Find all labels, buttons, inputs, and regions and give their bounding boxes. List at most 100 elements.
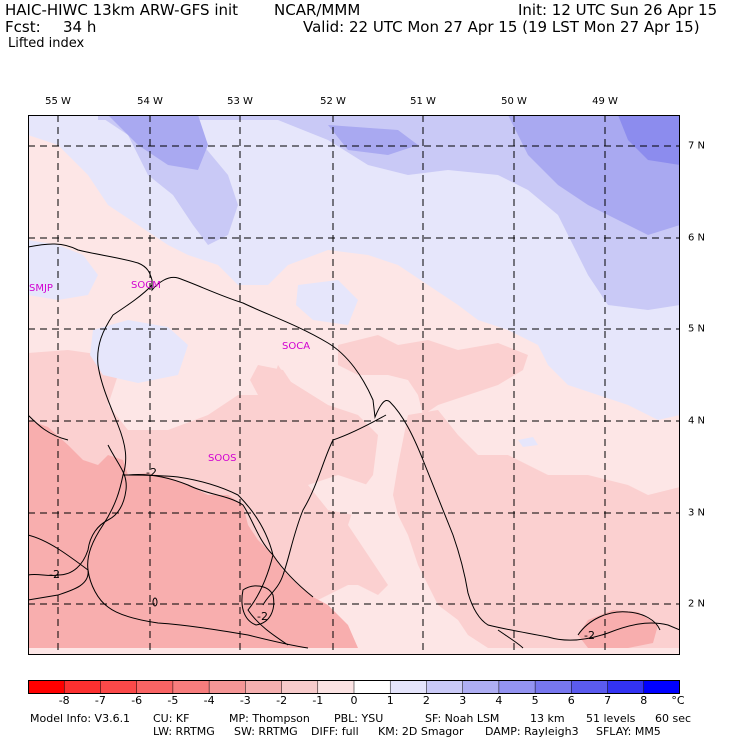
lat-label: 2 N bbox=[688, 598, 706, 610]
lon-label: 50 W bbox=[501, 96, 527, 107]
shade-neg1-pocket bbox=[308, 475, 373, 515]
station-label: SOOS bbox=[208, 453, 237, 464]
footer-item: SW: RRTMG bbox=[234, 725, 298, 738]
contour-label: -2 bbox=[257, 610, 268, 623]
colorbar-tick-label: 2 bbox=[422, 694, 430, 707]
lat-label: 3 N bbox=[688, 507, 706, 519]
shade-neg2 bbox=[393, 410, 680, 648]
colorbar-cell bbox=[100, 680, 138, 694]
map-frame bbox=[28, 115, 680, 655]
colorbar-cell bbox=[607, 680, 645, 694]
contour-label: -2 bbox=[146, 466, 157, 479]
footer-item: MP: Thompson bbox=[229, 712, 310, 725]
colorbar-tick-label: 7 bbox=[604, 694, 612, 707]
border bbox=[28, 444, 127, 577]
footer-item: Model Info: V3.6.1 bbox=[30, 712, 131, 725]
colorbar-cell bbox=[317, 680, 355, 694]
footer-item: 13 km bbox=[530, 712, 565, 725]
contour-neg2 bbox=[577, 611, 661, 636]
lifted-index-map bbox=[28, 115, 680, 655]
footer-item: SFLAY: MM5 bbox=[596, 725, 661, 738]
colorbar bbox=[28, 680, 680, 694]
valid-time: Valid: 22 UTC Mon 27 Apr 15 (19 LST Mon … bbox=[303, 18, 700, 36]
border bbox=[87, 569, 309, 649]
colorbar-cell bbox=[208, 680, 247, 694]
lon-label: 49 W bbox=[592, 96, 618, 107]
colorbar-cell bbox=[353, 680, 391, 694]
colorbar-tick-label: 1 bbox=[386, 694, 394, 707]
shade-pos1 bbox=[518, 437, 538, 447]
lon-label: 53 W bbox=[227, 96, 253, 107]
colorbar-tick-label: -4 bbox=[203, 694, 215, 707]
fcst-label: Fcst: bbox=[5, 18, 41, 36]
lat-label: 4 N bbox=[688, 415, 706, 427]
colorbar-tick-label: -8 bbox=[58, 694, 70, 707]
lat-label: 6 N bbox=[688, 232, 706, 244]
shade-pos2 bbox=[98, 115, 680, 310]
model-title: HAIC-HIWC 13km ARW-GFS init bbox=[5, 1, 239, 19]
colorbar-cell bbox=[245, 680, 283, 694]
colorbar-tick-label: 5 bbox=[531, 694, 539, 707]
colorbar-cell bbox=[28, 680, 65, 694]
colorbar-cell bbox=[136, 680, 174, 694]
lon-label: 52 W bbox=[320, 96, 346, 107]
border bbox=[262, 414, 387, 606]
colorbar-cell bbox=[462, 680, 500, 694]
init-time: Init: 12 UTC Sun 26 Apr 15 bbox=[518, 1, 718, 19]
footer-item: DAMP: Rayleigh3 bbox=[485, 725, 579, 738]
footer-item: LW: RRTMG bbox=[153, 725, 215, 738]
colorbar-cell bbox=[281, 680, 319, 694]
colorbar-cell bbox=[63, 680, 102, 694]
lon-label: 55 W bbox=[45, 96, 71, 107]
shade-pos4 bbox=[618, 115, 680, 165]
footer-item: CU: KF bbox=[153, 712, 190, 725]
station-label: SOCA bbox=[282, 341, 311, 352]
footer-item: SF: Noah LSM bbox=[425, 712, 500, 725]
contour-label: -2 bbox=[49, 568, 60, 581]
shade-pos3 bbox=[328, 125, 418, 155]
lon-label: 54 W bbox=[137, 96, 163, 107]
fcst-value: 34 h bbox=[63, 18, 97, 36]
colorbar-cell bbox=[426, 680, 464, 694]
border bbox=[497, 629, 524, 649]
org-label: NCAR/MMM bbox=[274, 1, 361, 19]
colorbar-unit: °C bbox=[671, 694, 685, 707]
shade-neg2 bbox=[250, 365, 293, 400]
station-label: SMJP bbox=[29, 283, 53, 294]
colorbar-tick-label: 0 bbox=[350, 694, 358, 707]
shade-neg3 bbox=[28, 420, 358, 648]
shade-pos3 bbox=[108, 115, 208, 170]
lat-label: 5 N bbox=[688, 323, 706, 335]
footer-item: PBL: YSU bbox=[334, 712, 384, 725]
footer-item: KM: 2D Smagor bbox=[378, 725, 464, 738]
colorbar-tick-label: -3 bbox=[239, 694, 251, 707]
colorbar-tick-label: -7 bbox=[94, 694, 106, 707]
colorbar-cell bbox=[172, 680, 210, 694]
contour-label: -2 bbox=[584, 629, 595, 642]
contour-neg2 bbox=[152, 597, 158, 607]
colorbar-cell bbox=[571, 680, 609, 694]
footer-item: 51 levels bbox=[586, 712, 636, 725]
colorbar-tick-label: 6 bbox=[567, 694, 575, 707]
footer-item: 60 sec bbox=[655, 712, 692, 725]
colorbar-cell bbox=[643, 680, 680, 694]
border bbox=[28, 414, 69, 441]
colorbar-tick-label: 4 bbox=[495, 694, 503, 707]
shade-pos1 bbox=[296, 280, 358, 325]
colorbar-tick-label: -6 bbox=[131, 694, 143, 707]
colorbar-tick-label: -2 bbox=[276, 694, 288, 707]
border bbox=[122, 474, 289, 646]
field-name: Lifted index bbox=[8, 36, 85, 51]
lat-label: 7 N bbox=[688, 140, 706, 152]
colorbar-cell bbox=[498, 680, 536, 694]
colorbar-cell bbox=[389, 680, 428, 694]
contour-neg2 bbox=[241, 585, 275, 626]
shade-pos1 bbox=[90, 320, 188, 383]
lon-label: 51 W bbox=[410, 96, 436, 107]
colorbar-cell bbox=[534, 680, 573, 694]
colorbar-tick-label: -5 bbox=[167, 694, 179, 707]
footer-item: DIFF: full bbox=[311, 725, 359, 738]
station-label: SOCM bbox=[131, 280, 161, 291]
contour-neg2 bbox=[127, 474, 314, 598]
shade-neg2 bbox=[338, 335, 528, 415]
